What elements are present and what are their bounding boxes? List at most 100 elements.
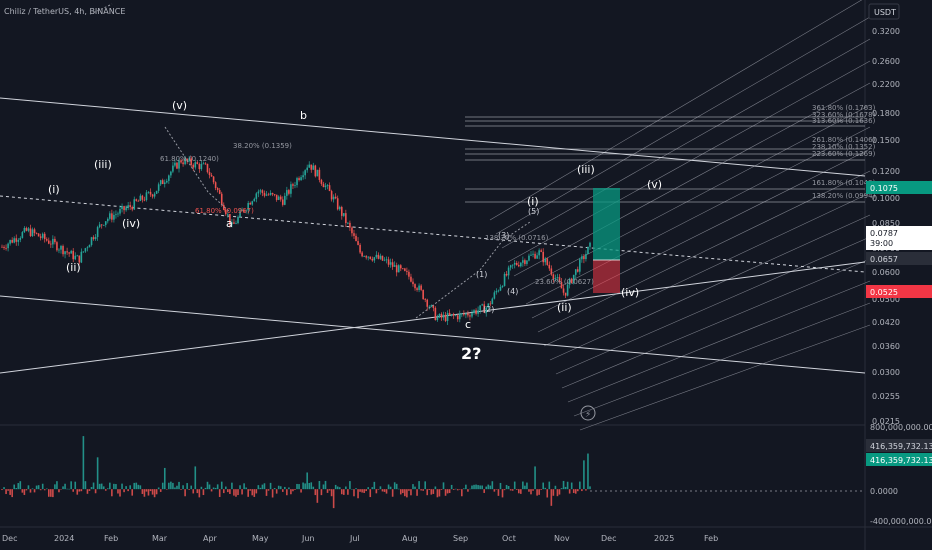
price-tick: 0.0500 <box>872 295 900 304</box>
candle-body <box>336 198 339 210</box>
volume-bar <box>485 486 488 490</box>
candle-body <box>570 278 573 284</box>
candle-body <box>395 265 398 273</box>
candle-body <box>45 239 48 241</box>
candle-body <box>412 281 414 285</box>
candle-body <box>393 265 396 267</box>
volume-bar <box>438 489 441 497</box>
candle-body <box>383 259 386 261</box>
fan-line <box>537 170 871 333</box>
volume-bar <box>517 489 520 494</box>
volume-bar <box>554 485 557 490</box>
volume-bar <box>135 482 138 490</box>
wave-label: a <box>226 217 233 230</box>
volume-bar <box>27 485 30 490</box>
time-tick: Dec <box>2 534 17 543</box>
volume-bar <box>72 489 75 492</box>
candle-body <box>513 262 516 265</box>
volume-bar <box>202 489 205 496</box>
wave-label: (4) <box>507 287 518 296</box>
candle-body <box>286 190 288 196</box>
wave-label-2: 2? <box>461 344 481 363</box>
fib-label: 138.20% (0.0716) <box>485 234 549 242</box>
candle-body <box>349 222 351 228</box>
candle-body <box>347 222 349 224</box>
price-tick: 0.0600 <box>872 268 900 277</box>
volume-bar <box>430 489 433 495</box>
volume-bar <box>29 489 32 493</box>
target-zone[interactable] <box>593 188 620 260</box>
volume-bar <box>190 485 193 490</box>
volume-bar <box>182 485 184 490</box>
volume-bar <box>393 482 396 490</box>
candle-body <box>558 277 561 282</box>
volume-bar <box>314 489 317 496</box>
price-tick: 0.0300 <box>872 368 900 377</box>
volume-bar <box>349 481 351 490</box>
candle-body <box>292 184 294 186</box>
volume-bar <box>206 481 209 490</box>
candle-body <box>70 250 72 254</box>
fan-line <box>495 16 871 235</box>
volume-bar <box>576 489 579 492</box>
volume-bar <box>371 487 374 490</box>
candle-body <box>161 180 164 185</box>
volume-bar <box>9 489 11 495</box>
vol-tick: 0.0000 <box>870 487 898 496</box>
candle-body <box>404 268 406 271</box>
target-price-badge <box>866 181 932 194</box>
candle-body <box>9 239 11 244</box>
volume-bar <box>137 484 140 490</box>
volume-bar <box>13 484 16 490</box>
volume-bar <box>351 489 353 490</box>
candle-body <box>247 203 249 211</box>
candle-body <box>265 194 268 196</box>
volume-bar <box>241 489 243 495</box>
fan-line <box>567 280 871 403</box>
volume-bar <box>369 489 372 498</box>
candle-body <box>340 207 343 216</box>
candle-body <box>359 244 361 253</box>
candle-body <box>399 265 402 269</box>
countdown-text: 39:00 <box>870 239 893 248</box>
volume-bar <box>192 489 195 494</box>
candle-body <box>188 158 190 162</box>
candle-body <box>408 271 410 277</box>
volume-bar <box>330 489 333 497</box>
volume-bar <box>62 486 64 490</box>
candle-body <box>326 185 329 187</box>
volume-bar <box>109 482 111 490</box>
volume-bar <box>267 489 270 491</box>
candle-body <box>581 256 583 260</box>
candle-body <box>243 210 245 212</box>
volume-bar <box>125 486 127 490</box>
volume-bar <box>306 472 308 490</box>
currency-button[interactable] <box>868 3 900 20</box>
volume-bar <box>528 489 530 492</box>
volume-bar <box>149 489 152 492</box>
stop-zone[interactable] <box>593 260 620 293</box>
candle-body <box>100 224 103 226</box>
price-tick: 0.1800 <box>872 109 900 118</box>
volume-bar <box>320 489 323 496</box>
volume-bar <box>184 489 186 497</box>
fan-line <box>555 236 871 375</box>
volume-bar <box>214 487 217 490</box>
volume-bar <box>515 489 518 490</box>
candle-body <box>302 175 304 178</box>
volume-bar <box>33 489 36 493</box>
volume-bar <box>129 485 131 490</box>
lightning-icon[interactable] <box>580 405 596 421</box>
candle-body <box>113 214 115 220</box>
candle-body <box>64 251 66 255</box>
candle-body <box>98 224 101 228</box>
volume-bar <box>546 489 549 498</box>
candle-body <box>550 268 553 275</box>
volume-bar <box>43 489 46 491</box>
ref-price-text: 0.0657 <box>870 255 898 264</box>
candle-body <box>13 238 16 243</box>
fib-label: 38.20% (0.1359) <box>233 142 292 150</box>
volume-bar <box>450 484 453 490</box>
volume-bar <box>247 489 249 497</box>
